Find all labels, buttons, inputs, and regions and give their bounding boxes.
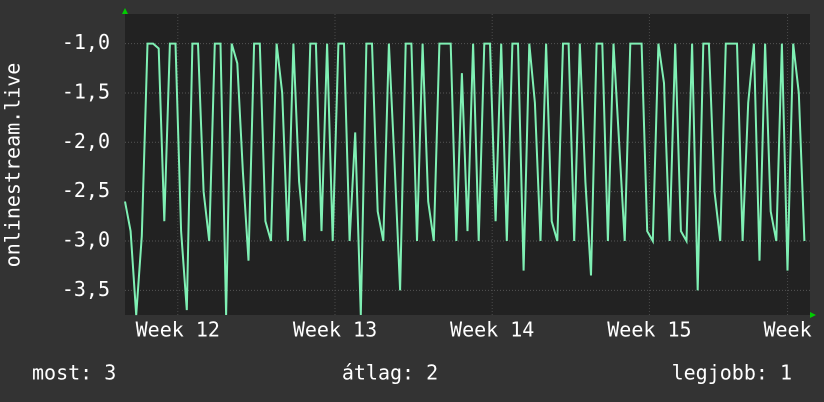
data-line bbox=[124, 42, 806, 316]
y-tick-label: -1,5 bbox=[62, 79, 110, 103]
y-tick-label: -3,5 bbox=[62, 277, 110, 301]
stat-now: most: 3 bbox=[32, 361, 116, 385]
x-tick-label: Week 14 bbox=[450, 318, 534, 342]
y-tick-label: -1,0 bbox=[62, 30, 110, 54]
stat-best: legjobb: 1 bbox=[672, 361, 792, 385]
axis-arrow bbox=[810, 312, 816, 318]
x-tick-label: Week 13 bbox=[293, 318, 377, 342]
x-tick-label: Week 12 bbox=[136, 318, 220, 342]
y-tick-label: -3,0 bbox=[62, 227, 110, 251]
y-axis-label: onlinestream.live bbox=[1, 63, 25, 268]
y-tick-label: -2,0 bbox=[62, 129, 110, 153]
axis-arrow bbox=[122, 8, 128, 14]
x-tick-label: Week bbox=[763, 318, 811, 342]
y-tick-label: -2,5 bbox=[62, 178, 110, 202]
stat-average: átlag: 2 bbox=[342, 361, 438, 385]
x-tick-label: Week 15 bbox=[607, 318, 691, 342]
